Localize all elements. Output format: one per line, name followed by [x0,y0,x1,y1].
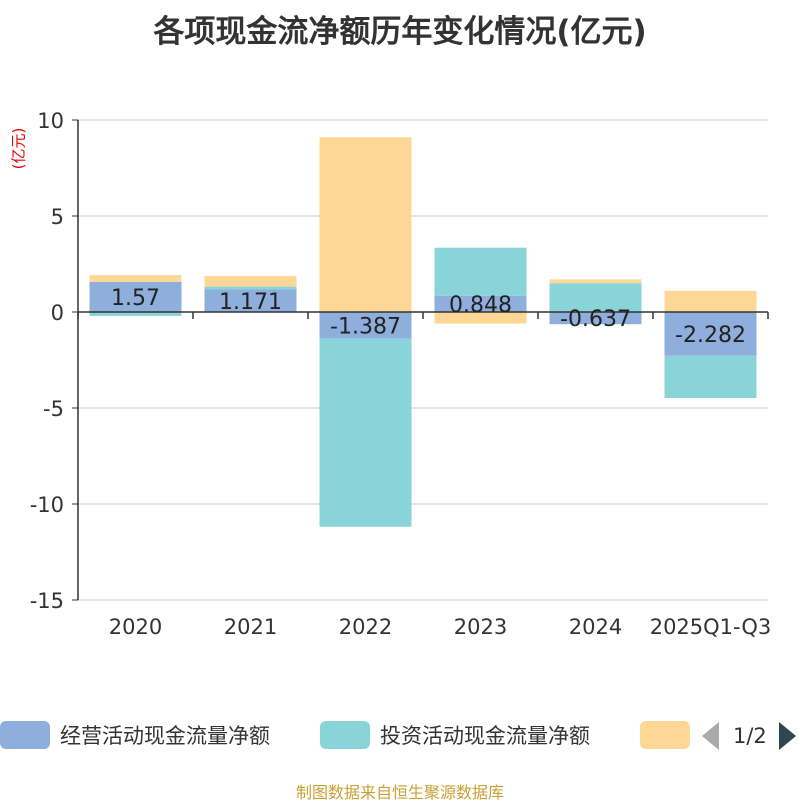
x-tick-label: 2020 [109,615,162,639]
bar-segment-series0 [319,312,412,339]
legend-label-operating: 经营活动现金流量净额 [60,724,270,748]
data-source-note: 制图数据来自恒生聚源数据库 [295,783,504,802]
data-label: 0.848 [449,293,512,318]
bar-segment-series1 [319,338,412,527]
legend-pager: 1/2 [702,720,796,752]
stacked-bar-chart: 10 5 0 -5 -10 -15 1.57 1.171 -1.387 0.848 -0.637 -2… [30,109,772,639]
y-tick-label: -5 [43,397,64,421]
bar-segment-series1 [434,247,527,296]
bar-segment-series2 [664,290,757,312]
data-label: -1.387 [330,314,401,339]
bar-segment-series1 [204,286,297,290]
data-label: 1.57 [111,286,160,311]
bar-segment-series2 [204,276,297,287]
legend-label-investing: 投资活动现金流量净额 [380,724,590,748]
legend-next-page-icon[interactable] [778,722,796,750]
legend-item-investing[interactable]: 投资活动现金流量净额 [320,720,590,750]
bar-segment-series1 [549,283,642,312]
chart-title: 各项现金流净额历年变化情况(亿元) [153,14,647,50]
x-tick-label: 2025Q1-Q3 [650,615,772,639]
bar-segment-series1 [89,312,182,316]
data-label: -2.282 [675,323,746,348]
legend-swatch-operating [0,721,50,749]
legend: 经营活动现金流量净额 投资活动现金流量净额 1/2 [0,716,800,756]
data-label: 1.171 [219,290,282,315]
legend-item-financing[interactable] [640,720,700,750]
bar-segment-series0 [434,295,527,312]
bar-segment-series0 [89,281,182,312]
x-tick-label: 2024 [569,615,622,639]
bar-segment-series2 [89,275,182,282]
y-tick-label: -15 [30,589,64,613]
legend-page-indicator: 1/2 [733,724,767,748]
y-tick-label: 0 [51,301,64,325]
legend-prev-page-icon[interactable] [702,722,719,750]
bar-segment-series2 [549,279,642,284]
data-label: -0.637 [560,307,631,332]
y-tick-label: -10 [30,493,64,517]
x-tick-label: 2021 [224,615,277,639]
bar-segment-series0 [549,312,642,325]
bar-segment-series2 [319,137,412,312]
legend-item-operating[interactable]: 经营活动现金流量净额 [0,720,270,750]
x-tick-label: 2023 [454,615,507,639]
bar-segment-series2 [434,312,527,324]
y-tick-label: 10 [37,109,64,133]
bar-segment-series0 [204,289,297,312]
bar-segment-series0 [664,312,757,356]
legend-swatch-investing [320,721,370,749]
legend-swatch-financing [640,721,690,749]
y-tick-label: 5 [51,205,64,229]
x-tick-label: 2022 [339,615,392,639]
bar-segment-series1 [664,355,757,399]
